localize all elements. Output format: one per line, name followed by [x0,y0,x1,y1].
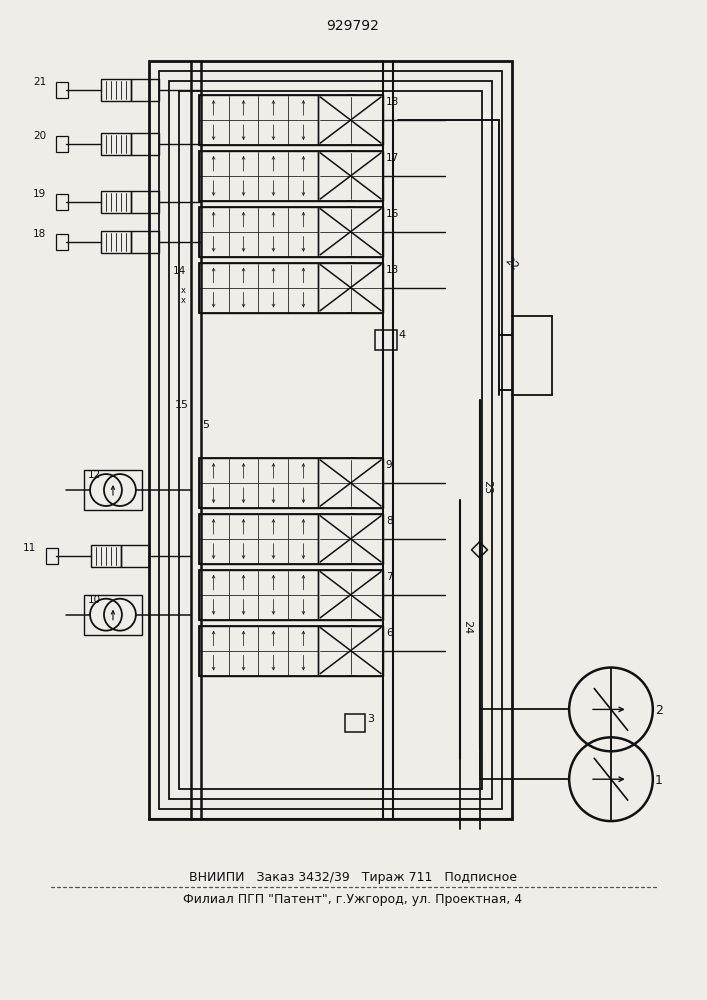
Bar [375,330,397,350]
Text: 11: 11 [23,543,36,553]
Bar [199,263,318,313]
Bar [318,207,383,257]
Bar [121,545,148,567]
Text: 15: 15 [175,400,189,410]
Bar [131,231,159,253]
Bar [345,714,365,732]
Bar [318,95,383,145]
Bar [318,458,383,508]
Text: 10: 10 [88,595,101,605]
Text: 21: 21 [33,77,46,87]
Text: 6: 6 [386,628,392,638]
Bar [56,194,68,210]
Text: 20: 20 [33,131,46,141]
Text: 929792: 929792 [327,19,380,33]
Text: 12: 12 [88,470,101,480]
Bar [169,81,493,799]
Bar [318,514,383,564]
Text: 22: 22 [503,256,520,273]
Text: 16: 16 [386,209,399,219]
Bar [199,570,318,620]
Bar [318,151,383,201]
Bar [199,95,383,145]
Bar [199,207,383,257]
Bar [131,79,159,101]
Text: 19: 19 [33,189,46,199]
Bar [199,514,318,564]
Bar [91,545,121,567]
Bar [318,263,383,313]
Bar [199,263,383,313]
Bar [56,82,68,98]
Bar [101,231,131,253]
Bar [199,626,318,676]
Bar [318,626,383,676]
Text: 18: 18 [33,229,46,239]
Bar [199,570,383,620]
Bar [131,133,159,155]
Bar [318,570,383,620]
Text: 9: 9 [386,460,392,470]
Text: 3: 3 [367,714,374,724]
Bar [199,151,383,201]
Text: 23: 23 [482,480,493,494]
Bar [179,91,482,789]
Text: 24: 24 [462,620,472,634]
Text: x: x [181,286,186,295]
Text: 17: 17 [386,153,399,163]
Bar [159,71,503,809]
Text: Филиал ПГП "Патент", г.Ужгород, ул. Проектная, 4: Филиал ПГП "Патент", г.Ужгород, ул. Прое… [183,893,522,906]
Bar [199,151,318,201]
Bar [148,61,513,819]
Text: 5: 5 [203,420,209,430]
Bar [84,595,142,635]
Text: 1: 1 [655,774,662,787]
Text: x: x [181,296,186,305]
Text: 4: 4 [399,330,406,340]
Bar [56,234,68,250]
Bar [101,79,131,101]
Bar [199,458,383,508]
Bar [199,95,318,145]
Text: 2: 2 [655,704,662,717]
Bar [199,514,383,564]
Bar [199,626,383,676]
Bar [199,458,318,508]
Text: 7: 7 [386,572,392,582]
Text: 8: 8 [386,516,392,526]
Bar [131,191,159,213]
Bar [101,191,131,213]
Bar [101,133,131,155]
Text: 14: 14 [173,266,186,276]
Text: 13: 13 [386,265,399,275]
Bar [84,470,142,510]
Bar [199,207,318,257]
Text: ВНИИПИ   Заказ 3432/39   Тираж 711   Подписное: ВНИИПИ Заказ 3432/39 Тираж 711 Подписное [189,871,517,884]
Bar [56,136,68,152]
Bar [46,548,58,564]
Text: 18: 18 [386,97,399,107]
